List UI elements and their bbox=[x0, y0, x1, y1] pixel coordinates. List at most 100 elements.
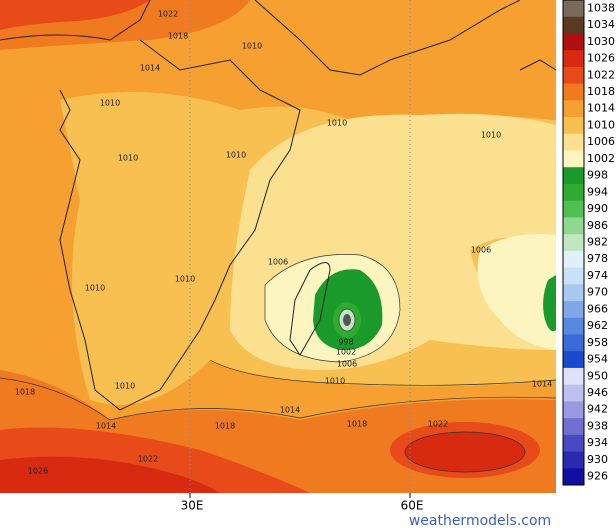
colorbar-swatch bbox=[563, 200, 584, 218]
colorbar-swatch bbox=[563, 284, 584, 302]
colorbar-swatch bbox=[563, 100, 584, 118]
contour-label: 1010 bbox=[226, 151, 246, 160]
contour-label: 1006 bbox=[268, 258, 288, 267]
colorbar-swatch bbox=[563, 468, 584, 486]
colorbar-label: 966 bbox=[587, 302, 608, 315]
colorbar-swatch bbox=[563, 434, 584, 453]
colorbar-swatch bbox=[563, 167, 584, 185]
colorbar-swatch bbox=[563, 33, 584, 51]
colorbar-label: 958 bbox=[587, 336, 608, 349]
colorbar-swatch bbox=[563, 0, 584, 18]
colorbar-swatch bbox=[563, 250, 584, 269]
colorbar-swatch bbox=[563, 301, 584, 319]
contour-label: 1010 bbox=[175, 275, 195, 284]
colorbar-label: 974 bbox=[587, 269, 608, 282]
contour-label: 1014 bbox=[280, 406, 300, 415]
colorbar-label: 982 bbox=[587, 236, 608, 249]
high-pressure-area bbox=[0, 456, 220, 493]
colorbar-label: 1038 bbox=[587, 1, 615, 14]
colorbar-swatch bbox=[563, 317, 584, 335]
colorbar-label: 1010 bbox=[587, 118, 615, 131]
colorbar-label: 934 bbox=[587, 436, 608, 449]
colorbar-label: 926 bbox=[587, 470, 608, 483]
colorbar-swatch bbox=[563, 150, 584, 168]
colorbar-label: 1006 bbox=[587, 135, 615, 148]
colorbar-label: 1030 bbox=[587, 35, 615, 48]
colorbar-swatch bbox=[563, 234, 584, 252]
colorbar-swatch bbox=[563, 384, 584, 402]
colorbar-label: 1026 bbox=[587, 52, 615, 65]
contour-label: 1010 bbox=[115, 382, 135, 391]
colorbar-swatch bbox=[563, 133, 584, 152]
contour-label: 1022 bbox=[158, 10, 178, 19]
contour-labels: 1022 1018 1010 1014 1010 1010 1010 1010 1010 1006… bbox=[15, 10, 552, 476]
contour-label: 1010 bbox=[118, 154, 138, 163]
contour-label: 1018 bbox=[15, 388, 35, 397]
high-pressure-area bbox=[404, 431, 526, 473]
colorbar-swatch bbox=[563, 334, 584, 352]
colorbar-swatch bbox=[563, 83, 584, 101]
colorbar-label: 1022 bbox=[587, 68, 615, 81]
coastline bbox=[254, 0, 557, 76]
cyclone-core bbox=[343, 314, 351, 326]
colorbar-label: 938 bbox=[587, 419, 608, 432]
isobar bbox=[209, 359, 557, 386]
colorbar-swatch bbox=[563, 367, 584, 386]
colorbar-label: 1018 bbox=[587, 85, 615, 98]
colorbar-swatch bbox=[563, 117, 584, 135]
high-pressure-area bbox=[0, 0, 150, 30]
colorbar-swatch bbox=[563, 267, 584, 285]
contour-label: 1018 bbox=[347, 420, 367, 429]
colorbar-label: 1034 bbox=[587, 18, 615, 31]
colorbar-label: 970 bbox=[587, 286, 608, 299]
colorbar-swatch bbox=[563, 418, 584, 436]
contour-label: 1002 bbox=[336, 348, 356, 357]
contour-label: 1014 bbox=[140, 64, 160, 73]
contour-label: 1022 bbox=[138, 455, 158, 464]
contour-label: 1026 bbox=[28, 467, 48, 476]
colorbar-label: 950 bbox=[587, 369, 608, 382]
colorbar-label: 994 bbox=[587, 185, 608, 198]
colorbar-swatch bbox=[563, 16, 584, 34]
colorbar-swatch bbox=[563, 351, 584, 369]
colorbar-swatch bbox=[563, 66, 584, 85]
colorbar-label: 998 bbox=[587, 169, 608, 182]
contour-label: 1018 bbox=[215, 422, 235, 431]
colorbar-label: 990 bbox=[587, 202, 608, 215]
map bbox=[0, 0, 557, 493]
contour-label: 1006 bbox=[337, 360, 357, 369]
contour-label: 1014 bbox=[96, 422, 116, 431]
colorbar-label: 962 bbox=[587, 319, 608, 332]
contour-label: 1010 bbox=[242, 42, 262, 51]
contour-label: 1014 bbox=[532, 380, 552, 389]
colorbar-label: 986 bbox=[587, 219, 608, 232]
colorbar-label: 946 bbox=[587, 386, 608, 399]
coastline bbox=[289, 262, 331, 356]
isobar bbox=[0, 377, 557, 421]
colorbar-swatch bbox=[563, 401, 584, 419]
colorbar-label: 1002 bbox=[587, 152, 615, 165]
colorbar-swatch bbox=[563, 217, 584, 235]
contour-label: 1022 bbox=[428, 420, 448, 429]
map-footer bbox=[0, 493, 556, 528]
pressure-area bbox=[477, 234, 556, 350]
colorbar-swatch bbox=[563, 183, 584, 202]
contour-label: 1010 bbox=[327, 119, 347, 128]
contour-label: 1006 bbox=[471, 246, 491, 255]
contour-label: 1010 bbox=[85, 284, 105, 293]
watermark: weathermodels.com bbox=[409, 513, 551, 528]
colorbar-label: 942 bbox=[587, 403, 608, 416]
contour-label: 1010 bbox=[481, 131, 501, 140]
cyclone bbox=[543, 275, 556, 332]
colorbar-label: 930 bbox=[587, 453, 608, 466]
colorbar: 1038 1034 1030 1026 1022 1018 1014 1010 1006 1002… bbox=[562, 0, 615, 486]
contour-label: 998 bbox=[338, 338, 353, 347]
longitude-label: 30E bbox=[181, 499, 204, 513]
colorbar-label: 954 bbox=[587, 353, 608, 366]
colorbar-frame bbox=[562, 0, 585, 486]
isobar bbox=[264, 254, 401, 363]
colorbar-label: 1014 bbox=[587, 102, 615, 115]
colorbar-swatch bbox=[563, 451, 584, 469]
contour-label: 1010 bbox=[100, 99, 120, 108]
